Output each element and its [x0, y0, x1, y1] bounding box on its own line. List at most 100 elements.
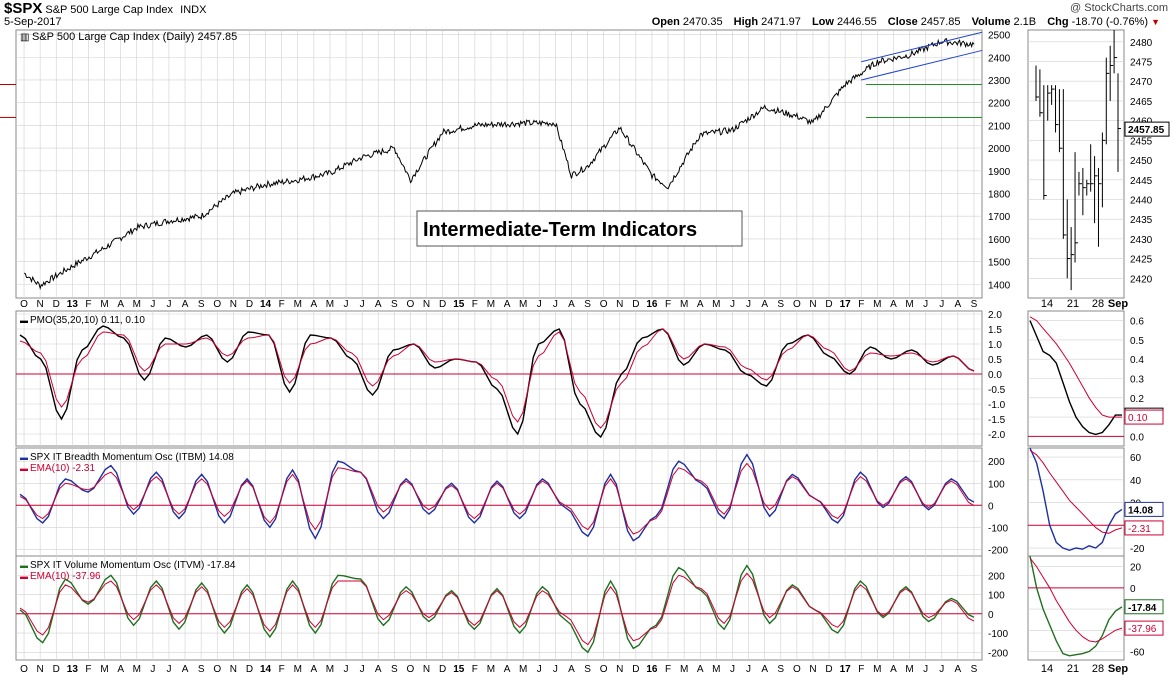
- zoom-x-tick: 21: [1067, 298, 1079, 310]
- x-tick-label-bottom: A: [504, 664, 511, 675]
- x-tick-label-bottom: D: [439, 664, 446, 675]
- x-tick-label-bottom: F: [858, 664, 864, 675]
- x-tick-label: J: [553, 299, 558, 310]
- x-tick-label: A: [375, 299, 382, 310]
- itvm-zoom-y-tick: -60: [1130, 648, 1145, 659]
- pmo-zoom-main-line: [1029, 320, 1122, 436]
- zoom-x-tick-bottom: 28: [1092, 663, 1104, 675]
- high-label: High: [733, 16, 759, 28]
- channel-upper-line: [861, 31, 983, 63]
- price-y-tick: 2500: [988, 31, 1011, 42]
- x-tick-label-bottom: J: [360, 664, 365, 675]
- x-tick-label-bottom: N: [809, 664, 816, 675]
- price-y-tick: 1800: [988, 190, 1011, 201]
- x-tick-label-bottom: M: [133, 664, 141, 675]
- x-tick-label-bottom: M: [487, 664, 495, 675]
- pmo-y-tick: -1.5: [988, 415, 1006, 426]
- zoom-price-y-tick: 2435: [1130, 215, 1153, 226]
- x-tick-label-bottom: F: [85, 664, 91, 675]
- itbm-legend-swatch: ▬: [20, 464, 28, 473]
- itbm-zoom-y-tick: 60: [1130, 453, 1142, 464]
- x-tick-label-bottom: M: [873, 664, 881, 675]
- x-tick-label: D: [53, 299, 60, 310]
- x-tick-label: M: [294, 299, 302, 310]
- zoom-price-y-tick: 2425: [1130, 255, 1153, 266]
- x-tick-label: M: [712, 299, 720, 310]
- itvm-zoom-value-label: -37.96: [1128, 624, 1157, 635]
- x-tick-label-bottom: J: [344, 664, 349, 675]
- x-tick-label: J: [939, 299, 944, 310]
- itvm-zoom-value-tag: [1124, 599, 1164, 615]
- x-tick-label-bottom: D: [53, 664, 60, 675]
- itbm-zoom-value-label: 14.08: [1128, 505, 1153, 516]
- open-label: Open: [651, 16, 680, 28]
- price-y-tick: 1400: [988, 280, 1011, 291]
- x-tick-label: M: [905, 299, 913, 310]
- pmo-y-tick: 2.0: [988, 310, 1002, 321]
- pmo-y-tick: -0.5: [988, 385, 1006, 396]
- x-tick-label: 17: [840, 299, 852, 310]
- x-tick-label: O: [213, 299, 221, 310]
- volume-value: 2.1B: [1013, 16, 1037, 28]
- x-tick-label-bottom: O: [407, 664, 415, 675]
- x-tick-label-bottom: 14: [260, 664, 272, 675]
- itvm-zoom-y-tick: 20: [1130, 563, 1142, 574]
- x-tick-label-bottom: A: [761, 664, 768, 675]
- zoom-price-y-tick: 2430: [1130, 235, 1153, 246]
- pmo-zoom-value-label: 0.10: [1128, 413, 1148, 424]
- price-y-tick: 1600: [988, 235, 1011, 246]
- x-tick-label: A: [311, 299, 318, 310]
- x-tick-label-bottom: A: [697, 664, 704, 675]
- itbm-zoom-frame: [1027, 447, 1125, 557]
- x-tick-label-bottom: J: [150, 664, 155, 675]
- x-tick-label-bottom: S: [777, 664, 784, 675]
- pmo-y-tick: 0.5: [988, 355, 1002, 366]
- x-tick-label-bottom: M: [294, 664, 302, 675]
- x-tick-label: M: [100, 299, 108, 310]
- itbm-y-tick: -200: [988, 545, 1008, 556]
- itvm-legend-swatch: ▬: [20, 561, 28, 570]
- x-tick-label: D: [632, 299, 639, 310]
- x-tick-label-bottom: S: [971, 664, 978, 675]
- itvm-panel-frame: [15, 555, 983, 661]
- x-tick-label-bottom: M: [519, 664, 527, 675]
- x-tick-label: A: [504, 299, 511, 310]
- x-tick-label: J: [360, 299, 365, 310]
- x-tick-label: J: [730, 299, 735, 310]
- x-tick-label-bottom: S: [391, 664, 398, 675]
- x-tick-label: J: [150, 299, 155, 310]
- x-tick-label: A: [890, 299, 897, 310]
- pmo-legend-swatch: ▬: [20, 316, 28, 325]
- pmo-zoom-y-tick: 0.0: [1130, 432, 1144, 443]
- itvm-y-tick: 200: [988, 571, 1005, 582]
- zoom-price-y-tick: 2465: [1130, 97, 1153, 108]
- x-tick-label: A: [568, 299, 575, 310]
- annotation-box: [416, 210, 743, 247]
- close-label: Close: [887, 16, 918, 28]
- low-value: 2446.55: [836, 16, 877, 28]
- x-tick-label: J: [166, 299, 171, 310]
- pmo-zoom-signal-line: [1029, 316, 1122, 418]
- price-y-tick: 1700: [988, 212, 1011, 223]
- zoom-price-y-tick: 2420: [1130, 274, 1153, 285]
- price-zoom-frame: [1027, 29, 1125, 299]
- exchange: INDX: [180, 4, 207, 16]
- itbm-zoom-main-line: [1029, 447, 1123, 552]
- x-tick-label-bottom: D: [632, 664, 639, 675]
- x-tick-label-bottom: O: [600, 664, 608, 675]
- x-tick-label: M: [326, 299, 334, 310]
- x-tick-label-bottom: 17: [840, 664, 852, 675]
- x-tick-label: J: [746, 299, 751, 310]
- itvm-y-tick: 0: [988, 610, 994, 621]
- x-tick-label: N: [616, 299, 623, 310]
- x-tick-label: S: [198, 299, 205, 310]
- price-y-tick: 1900: [988, 167, 1011, 178]
- brand-link[interactable]: @ StockCharts.com: [1070, 2, 1168, 14]
- x-tick-label: N: [230, 299, 237, 310]
- x-tick-label: 16: [646, 299, 658, 310]
- x-tick-label: F: [279, 299, 285, 310]
- x-tick-label-bottom: J: [730, 664, 735, 675]
- itvm-y-tick: -100: [988, 629, 1008, 640]
- itbm-zoom-value-tag: [1124, 501, 1164, 517]
- itbm-y-tick: -100: [988, 523, 1008, 534]
